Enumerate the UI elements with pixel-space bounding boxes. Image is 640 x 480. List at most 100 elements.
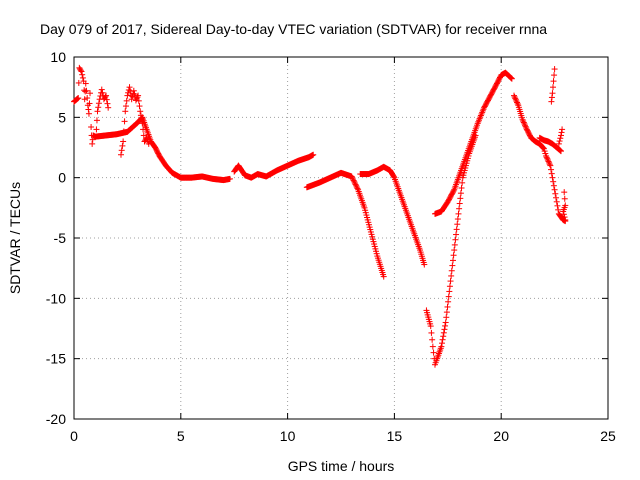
data-point xyxy=(448,267,455,274)
data-point xyxy=(121,118,128,125)
data-point xyxy=(118,147,125,154)
data-point xyxy=(348,173,355,180)
data-point xyxy=(459,179,466,186)
data-point xyxy=(84,95,91,102)
y-tick-label: 5 xyxy=(58,109,66,125)
data-point xyxy=(140,126,147,133)
y-tick-label: 0 xyxy=(58,170,66,186)
data-point xyxy=(105,104,112,111)
data-point xyxy=(429,336,436,343)
data-point xyxy=(117,151,124,158)
x-tick-label: 0 xyxy=(70,428,78,444)
data-point xyxy=(544,155,551,162)
data-point xyxy=(453,231,460,238)
data-point xyxy=(75,95,82,102)
data-point xyxy=(549,84,556,91)
data-point xyxy=(556,147,563,154)
data-point xyxy=(546,159,553,166)
data-point xyxy=(88,123,95,130)
data-point xyxy=(427,323,434,330)
data-point xyxy=(520,119,527,126)
data-point xyxy=(539,144,546,151)
data-point xyxy=(550,182,557,189)
data-point xyxy=(545,158,552,165)
data-point xyxy=(120,138,127,145)
data-point xyxy=(390,173,397,180)
data-point xyxy=(442,319,449,326)
x-tick-label: 15 xyxy=(387,428,403,444)
data-point xyxy=(78,68,85,75)
data-point xyxy=(131,91,138,98)
data-point xyxy=(550,178,557,185)
data-point xyxy=(522,123,529,130)
data-point xyxy=(137,108,144,115)
data-point xyxy=(553,194,560,201)
data-point xyxy=(514,99,521,106)
data-point xyxy=(457,195,464,202)
data-point xyxy=(558,129,565,136)
data-point xyxy=(137,112,144,119)
data-point xyxy=(508,75,515,82)
data-point xyxy=(559,126,566,133)
data-point xyxy=(135,97,142,104)
data-point xyxy=(560,211,567,218)
data-point xyxy=(457,190,464,197)
data-point xyxy=(86,100,93,107)
data-point xyxy=(451,247,458,254)
data-point xyxy=(519,116,526,123)
data-point xyxy=(551,72,558,79)
data-point xyxy=(550,78,557,85)
data-point xyxy=(145,140,152,147)
data-point xyxy=(520,118,527,125)
data-point xyxy=(540,145,547,152)
data-point xyxy=(446,283,453,290)
data-point xyxy=(548,98,555,105)
data-point xyxy=(440,329,447,336)
data-point xyxy=(430,349,437,356)
data-point xyxy=(93,117,100,124)
data-point xyxy=(523,125,530,132)
data-point xyxy=(126,84,133,91)
data-series xyxy=(71,64,569,368)
data-point xyxy=(522,122,529,129)
x-tick-label: 10 xyxy=(280,428,296,444)
data-point xyxy=(543,152,550,159)
y-tick-label: -15 xyxy=(46,351,66,367)
data-point xyxy=(226,175,233,182)
data-point xyxy=(561,195,568,202)
data-point xyxy=(445,293,452,300)
data-point xyxy=(98,86,105,93)
data-point xyxy=(102,93,109,100)
data-point xyxy=(449,257,456,264)
data-point xyxy=(351,180,358,187)
data-point xyxy=(456,200,463,207)
data-point xyxy=(89,140,96,147)
data-point xyxy=(448,272,455,279)
data-point xyxy=(122,103,129,110)
y-axis-label: SDTVAR / TECUs xyxy=(7,182,23,294)
data-point xyxy=(453,226,460,233)
data-point xyxy=(439,340,446,347)
data-point xyxy=(85,106,92,113)
data-point xyxy=(507,74,514,81)
data-point xyxy=(95,100,102,107)
data-point xyxy=(350,177,357,184)
data-point xyxy=(94,108,101,115)
data-point xyxy=(452,236,459,243)
data-point xyxy=(551,66,558,73)
data-point xyxy=(557,135,564,142)
data-point xyxy=(95,104,102,111)
data-point xyxy=(79,74,86,81)
data-point xyxy=(552,190,559,197)
data-point xyxy=(349,174,356,181)
data-point xyxy=(547,162,554,169)
data-point xyxy=(451,241,458,248)
data-point xyxy=(438,343,445,350)
data-point xyxy=(454,216,461,223)
data-point xyxy=(511,92,518,99)
data-point xyxy=(119,142,126,149)
data-point xyxy=(544,157,551,164)
data-point xyxy=(512,95,519,102)
data-point xyxy=(450,187,457,194)
